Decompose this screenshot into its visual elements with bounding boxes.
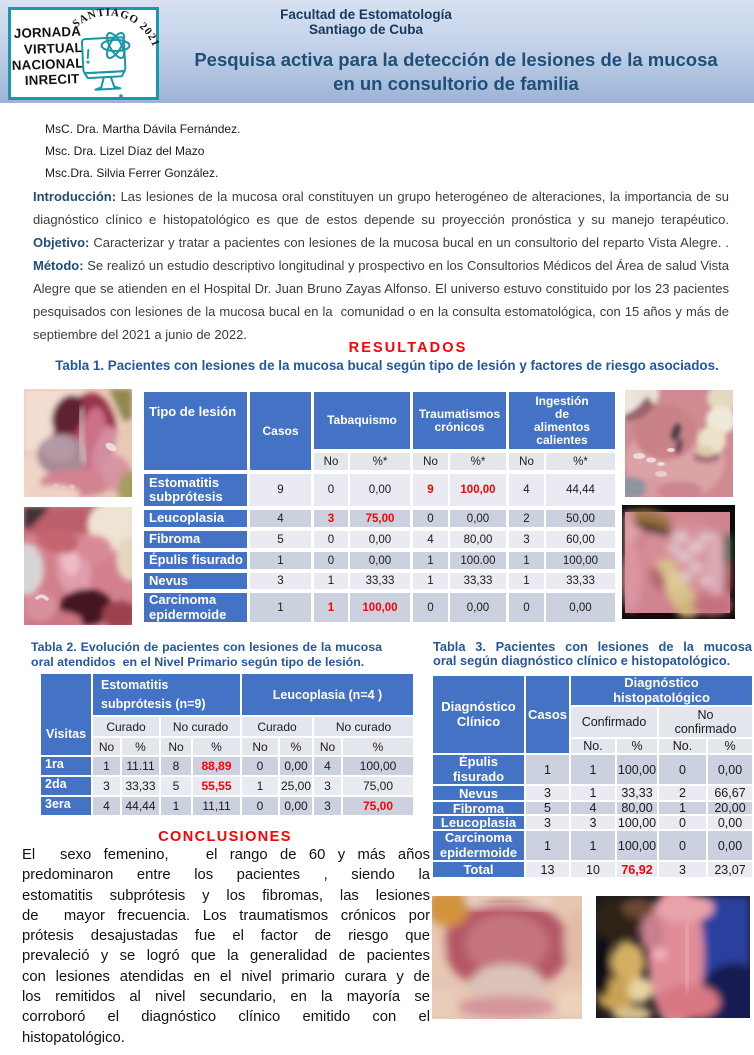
svg-text:INRECIT: INRECIT: [25, 71, 80, 88]
svg-text:JORNADA: JORNADA: [14, 24, 82, 41]
svg-text:NACIONAL: NACIONAL: [12, 56, 84, 73]
svg-text:VIRTUAL: VIRTUAL: [24, 40, 84, 57]
svg-text:SANTIAGO 2021: SANTIAGO 2021: [70, 7, 159, 49]
